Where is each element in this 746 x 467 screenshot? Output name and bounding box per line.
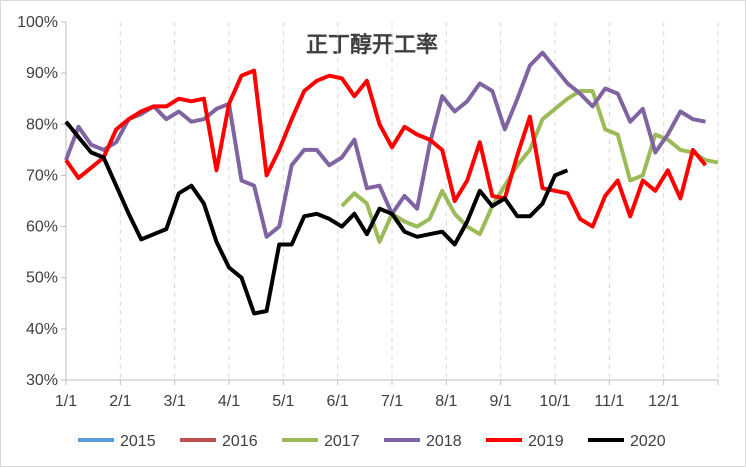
x-tick-label: 9/1 (490, 393, 512, 410)
series-line-2019 (64, 68, 708, 229)
series-line-2020 (64, 120, 569, 316)
legend-label-2020: 2020 (630, 433, 666, 450)
y-tick-label: 60% (26, 219, 58, 236)
x-tick-label: 12/1 (648, 393, 679, 410)
y-tick-label: 80% (26, 116, 58, 133)
x-tick-label: 1/1 (55, 393, 77, 410)
chart-title: 正丁醇开工率 (306, 32, 438, 58)
x-tick-label: 3/1 (164, 393, 186, 410)
y-tick-label: 100% (17, 14, 58, 31)
x-tick-label: 11/1 (594, 393, 624, 410)
y-tick-label: 90% (26, 65, 58, 82)
legend-label-2019: 2019 (528, 433, 564, 450)
y-tick-label: 40% (26, 321, 58, 338)
y-tick-label: 70% (26, 167, 58, 184)
legend-label-2015: 2015 (120, 433, 156, 450)
x-tick-label: 2/1 (109, 393, 131, 410)
x-tick-label: 7/1 (381, 393, 403, 410)
x-tick-label: 6/1 (327, 393, 349, 410)
y-tick-label: 50% (26, 270, 58, 287)
x-tick-label: 4/1 (218, 393, 240, 410)
legend-label-2016: 2016 (222, 433, 258, 450)
legend-label-2018: 2018 (426, 433, 462, 450)
y-tick-label: 30% (26, 372, 58, 389)
legend-label-2017: 2017 (324, 433, 360, 450)
x-tick-label: 10/1 (539, 393, 570, 410)
x-tick-label: 8/1 (435, 393, 457, 410)
x-tick-label: 5/1 (272, 393, 294, 410)
series-line-2018 (64, 50, 706, 239)
series-line-2017 (340, 89, 719, 244)
